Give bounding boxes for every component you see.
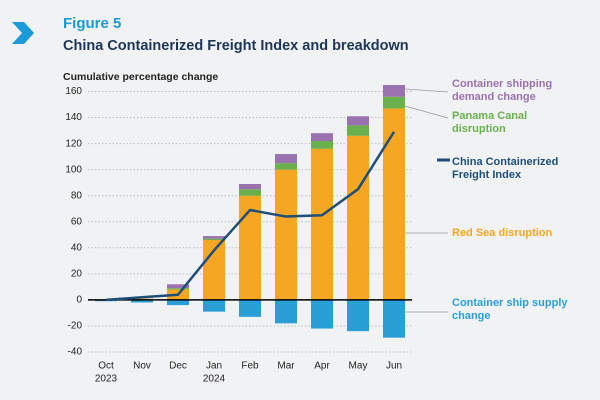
bar-segment xyxy=(383,85,405,97)
index-line xyxy=(105,131,396,302)
y-tick-label: -20 xyxy=(68,321,83,332)
bar-segment xyxy=(239,189,261,196)
chart-title: China Containerized Freight Index and br… xyxy=(63,38,409,54)
bar-segment xyxy=(383,96,405,109)
x-tick-label: May xyxy=(349,361,368,372)
x-tick-label: Dec xyxy=(169,361,187,372)
bar-segment xyxy=(347,299,369,332)
bar-segment xyxy=(203,299,225,312)
bar-segment xyxy=(167,284,189,289)
x-tick-label: Jan xyxy=(206,361,222,372)
bar-segment xyxy=(239,299,261,317)
y-tick-label: 20 xyxy=(71,268,83,279)
bar-segment xyxy=(167,299,189,306)
chevron-icon xyxy=(12,22,34,44)
bar-segment xyxy=(275,299,297,324)
x-tick-label: Feb xyxy=(241,361,259,372)
bar-segment xyxy=(311,299,333,329)
x-tick-label: Oct xyxy=(98,361,114,372)
y-tick-label: -40 xyxy=(68,347,83,358)
x-tick-label: Mar xyxy=(277,361,295,372)
bar-segment xyxy=(167,288,189,290)
bar-segment xyxy=(347,125,369,136)
bar-segment xyxy=(311,141,333,149)
bar-segment xyxy=(203,236,225,239)
bar-segment xyxy=(311,148,333,300)
bar-segment xyxy=(383,299,405,338)
x-tick-label: Apr xyxy=(314,361,330,372)
bar-segment xyxy=(203,238,225,240)
bar-segment xyxy=(347,116,369,126)
bar-segment xyxy=(239,183,261,190)
y-tick-label: 40 xyxy=(71,242,83,253)
x-tick-label: Jun xyxy=(386,361,402,372)
x-tick-label: Nov xyxy=(133,361,151,372)
legend-label: Red Sea disruption xyxy=(452,227,553,239)
bar-segment xyxy=(311,133,333,142)
y-tick-label: 120 xyxy=(65,138,82,149)
x-tick-year: 2023 xyxy=(95,374,118,385)
bar-segment xyxy=(239,195,261,300)
y-tick-label: 140 xyxy=(65,112,82,123)
legend-connector xyxy=(404,88,449,93)
y-tick-label: 160 xyxy=(65,86,82,97)
y-axis-label: Cumulative percentage change xyxy=(63,71,218,83)
y-tick-label: 80 xyxy=(71,190,83,201)
legend-label: Container ship supply change xyxy=(452,297,568,322)
bar-segment xyxy=(203,239,225,300)
bar-segment xyxy=(347,135,369,300)
x-tick-year: 2024 xyxy=(203,374,226,385)
legend-connector xyxy=(404,105,449,119)
bar-segment xyxy=(383,108,405,300)
figure-label: Figure 5 xyxy=(63,15,121,32)
legend-label: China Containerized Freight Index xyxy=(452,156,559,181)
bar-segment xyxy=(275,154,297,164)
legend-label: Panama Canal disruption xyxy=(452,110,528,135)
y-tick-label: 100 xyxy=(65,164,82,175)
bar-segment xyxy=(275,163,297,170)
bar-segment xyxy=(131,299,153,303)
y-tick-label: 60 xyxy=(71,216,83,227)
y-tick-label: 0 xyxy=(76,295,82,306)
legend-label: Container shipping demand change xyxy=(452,78,553,103)
bar-segment xyxy=(275,169,297,300)
